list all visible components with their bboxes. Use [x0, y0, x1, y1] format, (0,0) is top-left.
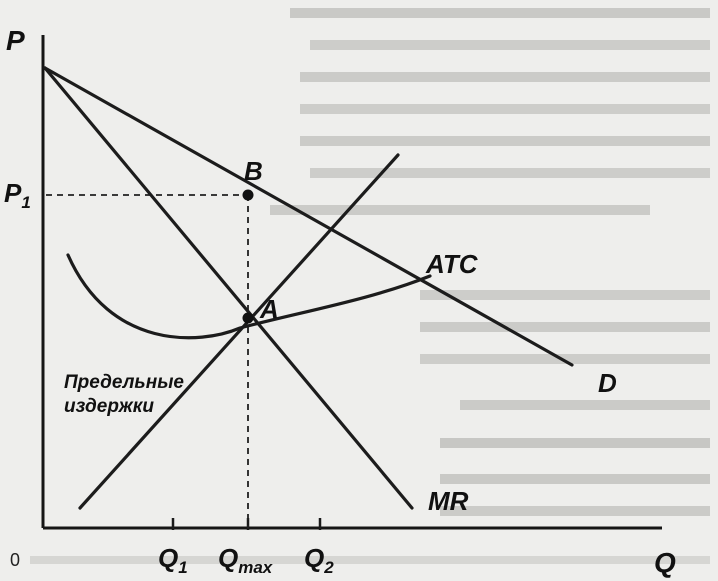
atc-label: ATC: [425, 249, 479, 279]
faded-line: [300, 104, 710, 114]
faded-line: [310, 168, 710, 178]
atc-curve: [66, 253, 432, 340]
marginal-cost-curve: [78, 153, 400, 510]
faded-line: [420, 322, 710, 332]
q2-sub: 2: [323, 558, 334, 577]
faded-line: [290, 8, 710, 18]
faded-line: [440, 474, 710, 484]
qmax-sub: max: [238, 558, 274, 577]
faded-line: [440, 438, 710, 448]
origin-label: 0: [10, 550, 20, 570]
q2-base: Q: [304, 543, 324, 573]
faded-line: [300, 72, 710, 82]
faded-line: [310, 40, 710, 50]
qmax-base: Q: [218, 543, 238, 573]
faded-line: [30, 556, 710, 564]
point-a-label: A: [259, 294, 279, 324]
demand-label: D: [598, 368, 617, 398]
q1-base: Q: [158, 543, 178, 573]
demand-curve: [43, 66, 574, 367]
x-axis-label: Q: [654, 547, 676, 578]
marginal-revenue-curve: [43, 66, 414, 510]
point-b-marker: [242, 189, 254, 201]
qmax-label: Qmax: [218, 543, 274, 577]
point-b-label: B: [244, 156, 263, 186]
faded-line: [460, 400, 710, 410]
faded-line: [270, 205, 650, 215]
marginal-cost-label-line2: издержки: [64, 396, 154, 417]
p1-sub: 1: [21, 193, 30, 212]
p1-base: P: [4, 178, 22, 208]
marginal-cost-label-line1: Предельные: [64, 372, 184, 393]
faded-line: [440, 506, 710, 516]
y-axis-label: P: [6, 25, 25, 56]
background-text: [30, 8, 710, 564]
q1-label: Q1: [158, 543, 188, 577]
point-a-marker: [242, 312, 254, 324]
p1-label: P1: [4, 178, 31, 212]
faded-line: [420, 354, 710, 364]
q1-sub: 1: [178, 558, 187, 577]
faded-line: [420, 290, 710, 300]
q2-label: Q2: [304, 543, 334, 577]
mr-label: MR: [428, 486, 469, 516]
faded-line: [300, 136, 710, 146]
